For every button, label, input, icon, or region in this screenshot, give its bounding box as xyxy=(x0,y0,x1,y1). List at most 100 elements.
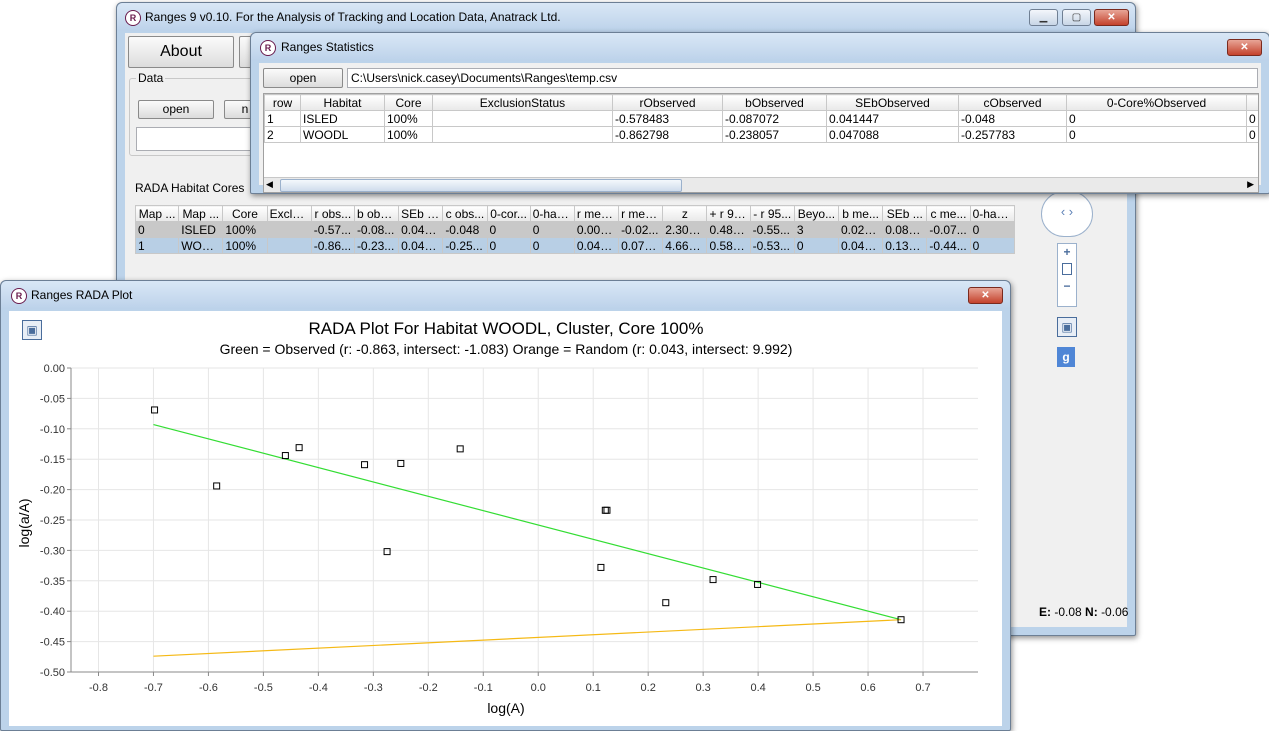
cores-cell[interactable]: 100% xyxy=(222,221,268,238)
stats-cell[interactable]: 2 xyxy=(264,126,301,143)
scroll-right-arrow[interactable]: ▶ xyxy=(1247,179,1254,189)
cores-cell[interactable]: 0 xyxy=(134,221,180,238)
cores-cell[interactable]: 0 xyxy=(969,237,1016,254)
stats-cell[interactable]: -0.578483 xyxy=(612,110,723,127)
stats-col-header[interactable]: Habitat xyxy=(300,94,385,111)
stats-horizontal-scrollbar[interactable]: ◀ ▶ xyxy=(264,177,1258,192)
zoom-in-button[interactable]: + xyxy=(1063,245,1071,259)
cores-cell[interactable]: 0.043... xyxy=(573,237,620,254)
cores-col-header[interactable]: r mea... xyxy=(573,205,620,222)
stats-cell[interactable]: 100% xyxy=(384,126,433,143)
cores-cell[interactable]: -0.08... xyxy=(353,221,400,238)
cores-cell[interactable]: ISLED xyxy=(178,221,224,238)
plot-close-button[interactable]: ✕ xyxy=(968,287,1003,304)
stats-col-header[interactable]: bObserved xyxy=(722,94,827,111)
stats-cell[interactable]: 0 xyxy=(1246,126,1258,143)
stats-close-button[interactable]: ✕ xyxy=(1227,39,1262,56)
cores-cell[interactable]: 0.006... xyxy=(573,221,620,238)
stats-cell[interactable]: -0.238057 xyxy=(722,126,827,143)
stats-cell[interactable]: 1 xyxy=(264,110,301,127)
stats-col-header[interactable] xyxy=(1246,94,1258,111)
cores-cell[interactable]: 0 xyxy=(793,237,840,254)
data-open-button[interactable]: open xyxy=(138,100,214,119)
cores-cell[interactable]: 3 xyxy=(793,221,840,238)
cores-cell[interactable]: 0.085... xyxy=(882,221,928,238)
stats-cell[interactable]: 0 xyxy=(1066,110,1247,127)
save-plot-icon[interactable]: ▣ xyxy=(22,320,42,340)
cores-col-header[interactable]: Map ... xyxy=(134,205,180,222)
cores-cell[interactable]: -0.048 xyxy=(442,221,488,238)
stats-col-header[interactable]: cObserved xyxy=(958,94,1067,111)
cores-cell[interactable]: 0.047... xyxy=(398,237,444,254)
cores-col-header[interactable]: z xyxy=(662,205,708,222)
cores-cell[interactable]: 0 xyxy=(529,221,575,238)
stats-cell[interactable]: -0.087072 xyxy=(722,110,827,127)
stats-row[interactable]: 2 WOODL 100% -0.862798 -0.238057 0.047088 -0.2… xyxy=(264,126,1258,143)
cores-cell[interactable]: 0.021... xyxy=(837,221,884,238)
cores-cell[interactable]: 1 xyxy=(134,237,180,254)
close-button[interactable]: ✕ xyxy=(1094,9,1129,26)
cores-col-header[interactable]: r med... xyxy=(618,205,664,222)
cores-cell[interactable]: -0.23... xyxy=(353,237,400,254)
cores-cell[interactable]: -0.25... xyxy=(442,237,488,254)
cores-cell[interactable]: 0.482... xyxy=(706,221,751,238)
cores-col-header[interactable]: - r 95... xyxy=(749,205,795,222)
cores-cell[interactable]: -0.53... xyxy=(749,237,795,254)
cores-cell[interactable]: -0.44... xyxy=(926,237,971,254)
stats-cell[interactable]: 0 xyxy=(1066,126,1247,143)
stats-col-header[interactable]: ExclusionStatus xyxy=(432,94,613,111)
cores-cell[interactable]: 0.044... xyxy=(837,237,884,254)
stats-cell[interactable]: ISLED xyxy=(300,110,385,127)
cores-col-header[interactable]: Map ... xyxy=(178,205,224,222)
stats-cell[interactable]: 100% xyxy=(384,110,433,127)
cores-col-header[interactable]: Exclu... xyxy=(266,205,312,222)
cores-cell[interactable]: 0.041... xyxy=(398,221,444,238)
cores-cell[interactable]: -0.02... xyxy=(618,221,664,238)
stats-table[interactable]: row Habitat Core ExclusionStatus rObserved bO… xyxy=(264,94,1258,143)
stats-cell[interactable] xyxy=(432,126,613,143)
cores-cell[interactable]: -0.86... xyxy=(310,237,355,254)
rada-cores-table[interactable]: Map ... Map ... Core Exclu... r obs... b obs.… xyxy=(134,205,1016,254)
cores-cell[interactable]: WOO... xyxy=(178,237,224,254)
cores-cell[interactable]: -0.07... xyxy=(926,221,971,238)
maximize-button[interactable]: ▢ xyxy=(1062,9,1091,26)
cores-col-header[interactable]: Core xyxy=(222,205,268,222)
cores-col-header[interactable]: r obs... xyxy=(310,205,355,222)
stats-path-field[interactable]: C:\Users\nick.casey\Documents\Ranges\tem… xyxy=(347,68,1258,88)
stats-col-header[interactable]: row xyxy=(264,94,301,111)
cores-cell[interactable]: -0.57... xyxy=(310,221,355,238)
cores-cell[interactable]: -0.55... xyxy=(749,221,795,238)
stats-cell[interactable]: -0.862798 xyxy=(612,126,723,143)
stats-col-header[interactable]: 0-Core%Observed xyxy=(1066,94,1247,111)
cores-cell[interactable]: 4.660... xyxy=(662,237,708,254)
cores-col-header[interactable]: 0-hab... xyxy=(529,205,575,222)
cores-cell[interactable]: 100% xyxy=(222,237,268,254)
cores-cell[interactable]: 2.304... xyxy=(662,221,708,238)
cores-col-header[interactable]: 0-hab... xyxy=(969,205,1016,222)
cores-cell[interactable]: 0.130... xyxy=(882,237,928,254)
zoom-out-button[interactable]: − xyxy=(1063,279,1071,293)
save-map-icon[interactable]: ▣ xyxy=(1057,317,1077,337)
stats-cell[interactable]: 0 xyxy=(1246,110,1258,127)
stats-col-header[interactable]: Core xyxy=(384,94,433,111)
cores-cell[interactable]: 0 xyxy=(486,221,531,238)
map-navigation-control[interactable]: ‹ › xyxy=(1041,191,1093,237)
cores-col-header[interactable]: SEb ... xyxy=(882,205,928,222)
cores-col-header[interactable]: SEb o... xyxy=(398,205,444,222)
cores-row[interactable]: 1 WOO... 100% -0.86... -0.23... 0.047... -0.25… xyxy=(134,237,1016,254)
cores-col-header[interactable]: Beyo... xyxy=(793,205,840,222)
cores-cell[interactable]: 0 xyxy=(529,237,575,254)
cores-col-header[interactable]: 0-cor... xyxy=(486,205,531,222)
cores-row[interactable]: 0 ISLED 100% -0.57... -0.08... 0.041... -0.048… xyxy=(134,221,1016,238)
scroll-left-arrow[interactable]: ◀ xyxy=(266,179,273,189)
zoom-slider[interactable]: + − xyxy=(1057,243,1077,307)
zoom-handle[interactable] xyxy=(1062,263,1072,275)
cores-cell[interactable] xyxy=(266,237,312,254)
stats-col-header[interactable]: SEbObserved xyxy=(826,94,959,111)
cores-col-header[interactable]: b obs... xyxy=(353,205,400,222)
data-text-field[interactable] xyxy=(136,127,268,151)
cores-col-header[interactable]: b me... xyxy=(837,205,884,222)
cores-col-header[interactable]: + r 95... xyxy=(706,205,751,222)
stats-row[interactable]: 1 ISLED 100% -0.578483 -0.087072 0.041447 -0.0… xyxy=(264,110,1258,127)
stats-cell[interactable]: 0.047088 xyxy=(826,126,959,143)
